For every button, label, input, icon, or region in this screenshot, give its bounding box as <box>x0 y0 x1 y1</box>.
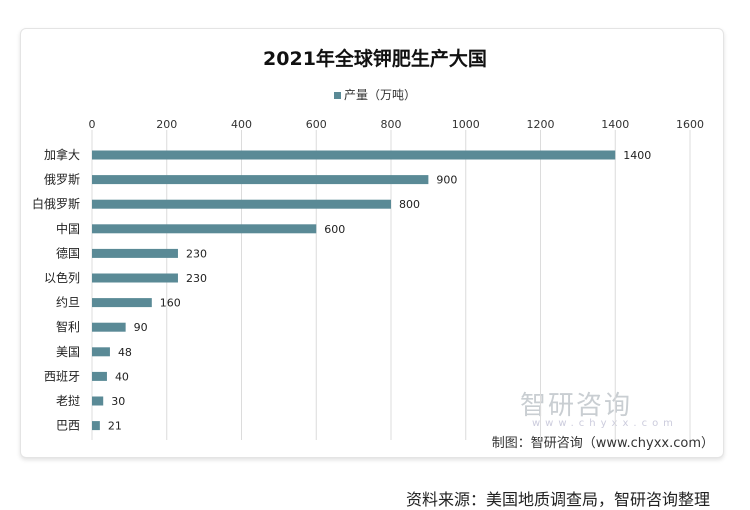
bar <box>92 371 107 381</box>
bar <box>92 322 126 332</box>
category-label: 德国 <box>56 245 80 260</box>
bar <box>92 298 152 308</box>
bar <box>92 273 178 283</box>
chart-panel <box>20 28 724 458</box>
data-label: 40 <box>115 370 129 383</box>
x-tick-label: 800 <box>381 118 402 131</box>
category-label: 约旦 <box>56 295 80 310</box>
data-label: 230 <box>186 272 207 285</box>
data-label: 90 <box>134 321 148 334</box>
category-label: 西班牙 <box>44 369 80 383</box>
bar <box>92 347 110 357</box>
category-label: 以色列 <box>44 271 80 285</box>
x-tick-label: 0 <box>89 118 96 131</box>
bar <box>92 224 317 234</box>
chart-title: 2021年全球钾肥生产大国 <box>263 48 487 70</box>
category-label: 老挝 <box>56 394 80 408</box>
legend: 产量（万吨） <box>0 86 750 103</box>
category-label: 加拿大 <box>44 147 80 162</box>
x-tick-label: 1000 <box>452 118 480 131</box>
data-label: 48 <box>118 346 132 359</box>
x-tick-label: 600 <box>306 118 327 131</box>
category-label: 俄罗斯 <box>44 173 80 187</box>
bar <box>92 199 391 209</box>
data-label: 21 <box>108 420 122 433</box>
category-label: 中国 <box>56 221 80 236</box>
data-label: 800 <box>399 198 420 211</box>
bar <box>92 421 100 431</box>
x-tick-label: 1600 <box>676 118 704 131</box>
bar <box>92 396 104 406</box>
watermark-logo: 智研咨询 <box>520 391 633 421</box>
data-label: 900 <box>436 174 457 187</box>
bar <box>92 175 429 185</box>
bar <box>92 248 178 258</box>
category-label: 美国 <box>56 345 80 359</box>
x-tick-label: 1200 <box>527 118 555 131</box>
chart-credit: 制图：智研咨询（www.chyxx.com） <box>491 436 714 451</box>
category-label: 巴西 <box>56 419 80 433</box>
data-label: 1400 <box>623 149 651 162</box>
bar <box>92 150 616 160</box>
data-label: 160 <box>160 297 181 310</box>
data-label: 600 <box>324 223 345 236</box>
x-tick-label: 400 <box>231 118 252 131</box>
watermark-url: www.chyxx.com <box>532 418 678 429</box>
category-label: 智利 <box>56 319 80 334</box>
category-label: 白俄罗斯 <box>32 196 80 211</box>
data-label: 30 <box>111 395 125 408</box>
x-tick-label: 200 <box>156 118 177 131</box>
x-tick-label: 1400 <box>601 118 629 131</box>
data-label: 230 <box>186 247 207 260</box>
legend-label: 产量（万吨） <box>343 88 416 102</box>
legend-swatch <box>333 92 341 99</box>
